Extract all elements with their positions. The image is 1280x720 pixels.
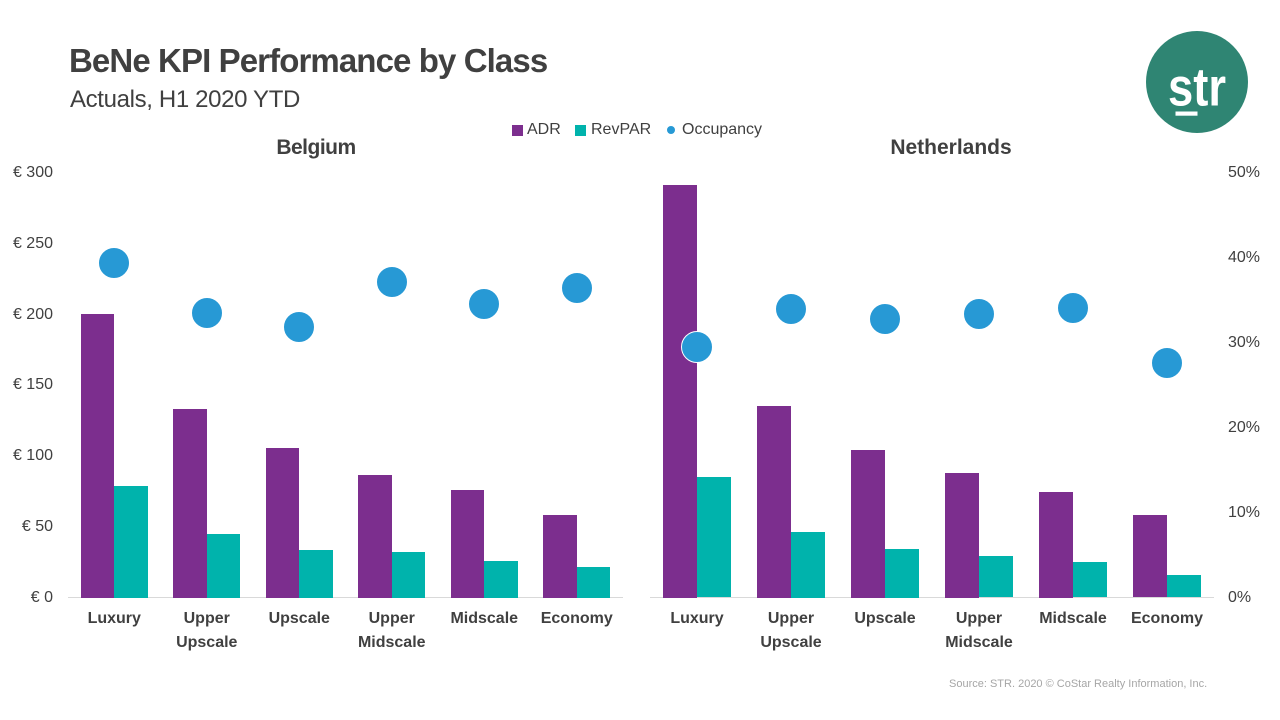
- svg-text:str: str: [1168, 58, 1226, 118]
